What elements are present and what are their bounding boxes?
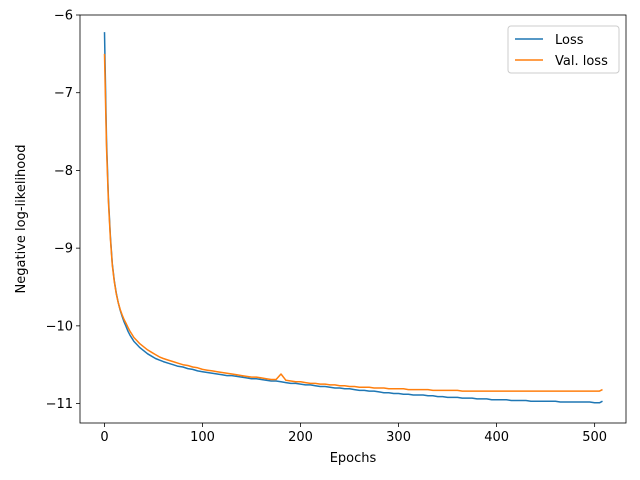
y-tick-label: −9 <box>54 242 73 257</box>
legend: Loss Val. loss <box>507 25 620 74</box>
x-tick-label: 100 <box>190 430 215 445</box>
y-axis: −11 −10 −9 −8 −7 −6 <box>46 9 80 412</box>
x-axis-label: Epochs <box>330 451 377 466</box>
x-tick-label: 400 <box>484 430 509 445</box>
legend-box <box>507 25 620 74</box>
y-tick-label: −11 <box>46 397 73 412</box>
axes-border <box>79 14 627 424</box>
y-tick-label: −7 <box>54 86 73 101</box>
y-tick-label: −8 <box>54 164 73 179</box>
series-line-val-loss <box>103 53 603 392</box>
x-axis: 0 100 200 300 400 500 <box>100 423 607 445</box>
series-line-loss <box>103 32 603 404</box>
x-tick-label: 0 <box>100 430 108 445</box>
axes-frame <box>79 14 627 424</box>
legend-label-val-loss: Val. loss <box>555 54 608 69</box>
y-tick-label: −10 <box>46 319 73 334</box>
plot-area <box>103 32 603 404</box>
y-tick-label: −6 <box>54 9 73 24</box>
x-tick-label: 500 <box>582 430 607 445</box>
x-tick-label: 200 <box>288 430 313 445</box>
x-tick-label: 300 <box>386 430 411 445</box>
y-axis-label: Negative log-likelihood <box>14 145 29 294</box>
legend-label-loss: Loss <box>555 33 584 48</box>
